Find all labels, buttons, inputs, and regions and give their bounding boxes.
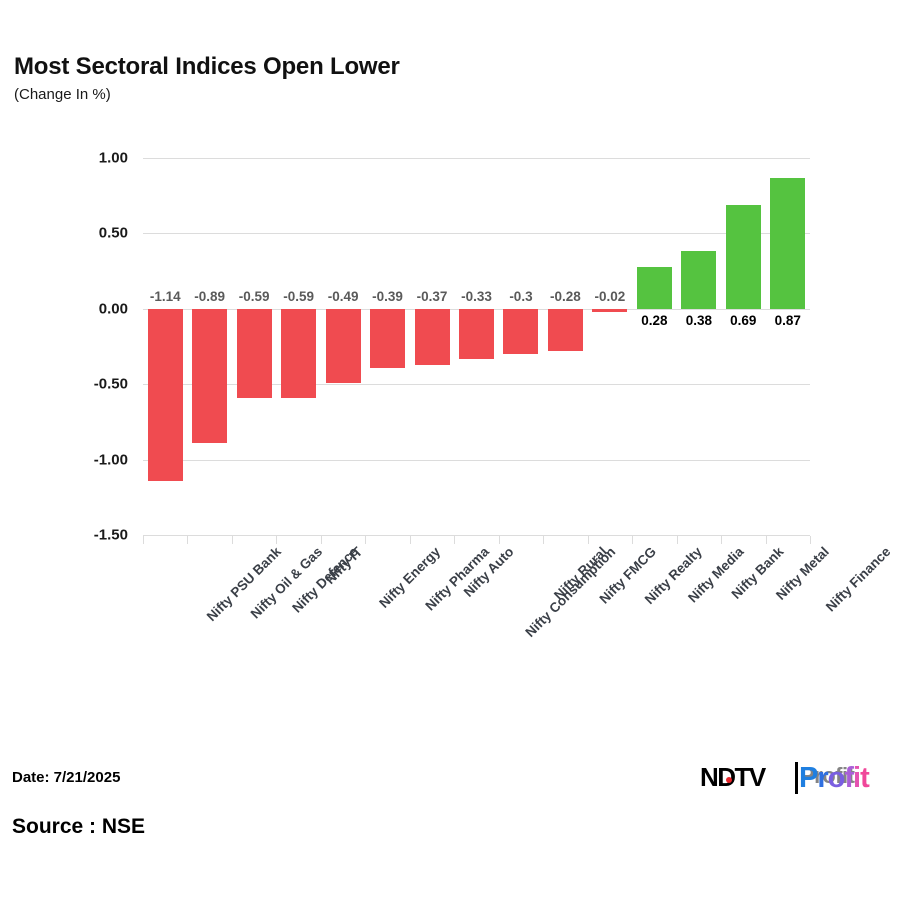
gridline xyxy=(143,459,810,461)
gridline xyxy=(143,535,810,536)
bar-value-label: 0.87 xyxy=(774,312,801,328)
bar[interactable] xyxy=(636,266,672,309)
bar[interactable] xyxy=(459,308,494,359)
bar-value-label: -1.14 xyxy=(149,288,181,304)
x-axis-tick xyxy=(766,536,767,544)
bar-value-label: -0.02 xyxy=(594,288,626,304)
x-axis-tick xyxy=(588,536,589,544)
gridline xyxy=(143,384,810,386)
ndtv-profit-logo: NDTV Profit Profit xyxy=(700,760,896,798)
x-axis-category-label: Nifty Finance xyxy=(822,544,894,615)
x-axis-tick xyxy=(365,536,366,544)
logo-profit-f: f xyxy=(844,762,854,794)
logo-profit-r: r xyxy=(817,762,828,794)
bar[interactable] xyxy=(547,308,583,352)
logo-profit-text: Profit xyxy=(799,762,870,794)
bar-series: -1.14 -0.89 -0.59 -0.59 -0.49 -0.39 -0.37 -0.33… xyxy=(143,158,810,535)
x-axis-category-label: Nifty PSU Bank xyxy=(204,544,285,625)
bar-value-label: -0.89 xyxy=(194,288,226,304)
chart-subtitle: (Change In %) xyxy=(14,86,111,103)
bar-value-label: -0.33 xyxy=(461,288,492,304)
gridline xyxy=(143,158,810,159)
y-axis-tick-label: -0.50 xyxy=(93,375,128,393)
bar[interactable] xyxy=(281,308,317,398)
footer-source: Source : NSE xyxy=(12,815,146,838)
y-axis: 1.00 0.50 0.00 -0.50 -1.00 -1.50 xyxy=(58,150,128,544)
logo-ghost-text: Profit xyxy=(800,763,855,788)
logo-profit-t: t xyxy=(860,762,870,794)
x-axis-tick xyxy=(454,536,455,544)
bar-value-label: 0.28 xyxy=(641,312,668,328)
bar[interactable] xyxy=(414,308,450,365)
x-axis-tick xyxy=(232,536,233,544)
x-axis-tick xyxy=(276,536,277,544)
y-axis-tick-label: -1.00 xyxy=(93,451,128,469)
bar-value-label: -0.37 xyxy=(416,288,448,304)
bar[interactable] xyxy=(592,308,628,312)
x-axis-tick xyxy=(187,536,188,544)
bar[interactable] xyxy=(503,308,539,355)
x-axis-tick xyxy=(499,536,500,544)
logo-red-dot-icon xyxy=(726,777,732,783)
gridline xyxy=(143,233,810,235)
y-axis-tick-label: 1.00 xyxy=(98,149,128,167)
bar[interactable] xyxy=(725,204,761,309)
bar-value-label: -0.39 xyxy=(372,288,403,304)
logo-profit-i: i xyxy=(853,762,861,794)
y-axis-tick-label: 0.00 xyxy=(98,300,128,318)
x-axis-category-labels: Nifty PSU Bank Nifty Oil & Gas Nifty Defen… xyxy=(143,544,893,664)
logo-profit-o: o xyxy=(827,762,846,794)
logo-profit-p: P xyxy=(799,762,818,794)
bar[interactable] xyxy=(681,251,717,309)
logo-divider-icon xyxy=(795,762,798,794)
x-axis-tick xyxy=(632,536,633,544)
page-title: Most Sectoral Indices Open Lower xyxy=(14,53,400,80)
bar-value-label: -0.59 xyxy=(283,288,315,304)
footer-date: Date: 7/21/2025 xyxy=(12,769,121,786)
x-axis-tick xyxy=(410,536,411,544)
x-axis-ticks xyxy=(143,536,811,544)
x-axis-tick xyxy=(721,536,722,544)
bar-value-label: -0.3 xyxy=(509,288,533,304)
bar-value-label: -0.28 xyxy=(550,288,581,304)
bar[interactable] xyxy=(147,308,183,481)
bar-value-label: 0.69 xyxy=(730,312,757,328)
bar-value-label: 0.38 xyxy=(685,312,712,328)
bar[interactable] xyxy=(770,177,806,309)
logo-ndtv-text: NDTV xyxy=(700,762,766,792)
y-axis-tick-label: 0.50 xyxy=(98,224,128,242)
x-axis-tick xyxy=(677,536,678,544)
y-axis-tick-label: -1.50 xyxy=(93,526,128,544)
bar[interactable] xyxy=(370,308,406,368)
bar-value-label: -0.49 xyxy=(327,288,359,304)
bar[interactable] xyxy=(325,308,361,383)
x-axis-tick xyxy=(810,536,811,544)
x-axis-tick xyxy=(543,536,544,544)
x-axis-tick xyxy=(321,536,322,544)
x-axis-tick xyxy=(143,536,144,544)
bar-value-label: -0.59 xyxy=(238,288,270,304)
bar[interactable] xyxy=(236,308,272,398)
bar[interactable] xyxy=(192,308,228,443)
